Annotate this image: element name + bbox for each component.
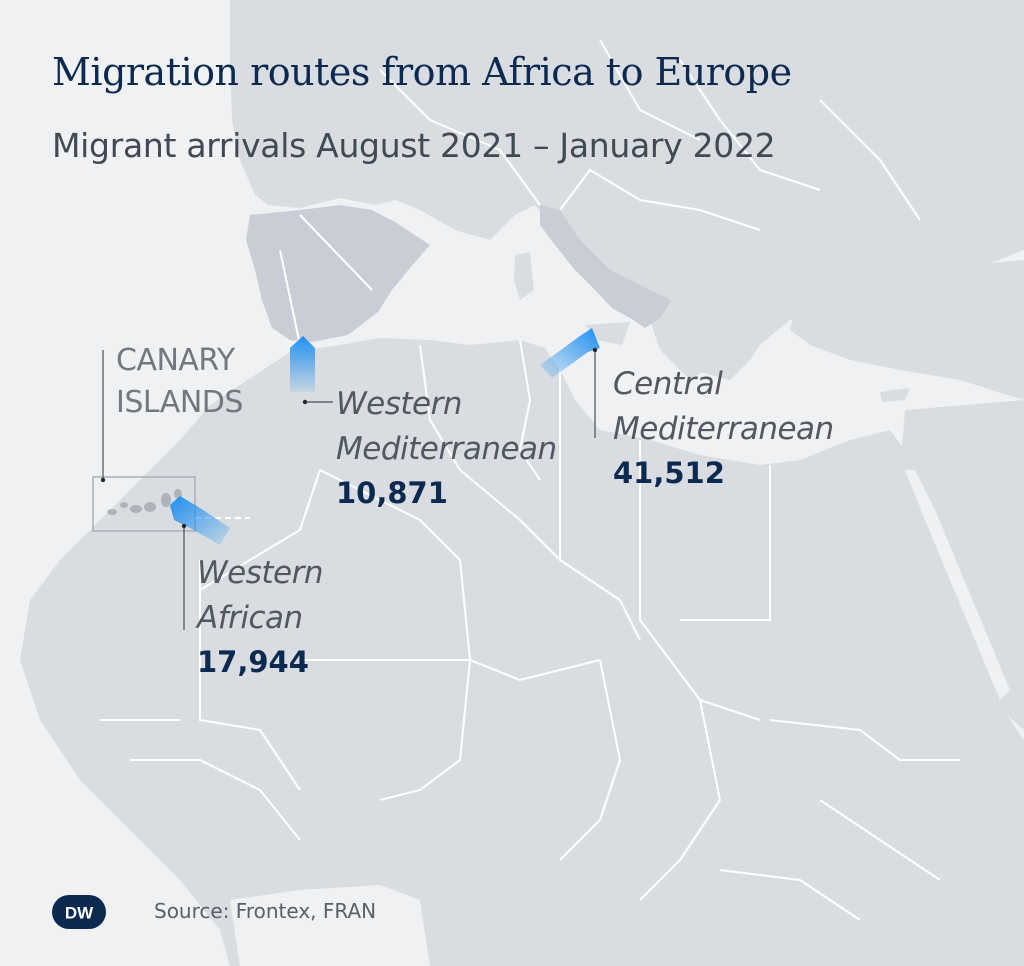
- central-mediterranean-route-arrow: [540, 328, 600, 378]
- turkey-land: [790, 260, 1024, 400]
- western-mediterranean-route-arrow: [290, 336, 315, 392]
- middle-east-land: [900, 400, 1024, 730]
- cyprus-land: [880, 388, 910, 402]
- source-note: Source: Frontex, FRAN: [154, 899, 377, 923]
- western-mediterranean-leader-dot: [302, 399, 308, 405]
- page-subtitle: Migrant arrivals August 2021 – January 2…: [52, 126, 776, 165]
- canary-islands-inset-box: [92, 476, 196, 532]
- canary-islands-label: CANARY ISLANDS: [116, 343, 243, 420]
- dw-logo-text: DW: [65, 904, 94, 923]
- balkans-land: [640, 230, 820, 380]
- central-mediterranean-leader-dot: [592, 347, 598, 353]
- dw-logo: DW: [52, 895, 106, 929]
- canary-label-leader-dot: [100, 477, 106, 483]
- western-mediterranean-route-label: Western Mediterranean: [336, 386, 557, 467]
- central-mediterranean-route-value: 41,512: [613, 456, 725, 490]
- western-african-route-value: 17,944: [197, 645, 309, 679]
- page-title: Migration routes from Africa to Europe: [52, 50, 792, 94]
- sardinia-land: [514, 252, 534, 300]
- italy-land: [540, 205, 672, 328]
- gulf-of-guinea: [230, 885, 430, 966]
- africa-land: [20, 338, 1024, 966]
- western-african-route-arrow: [170, 496, 230, 545]
- western-african-leader-dot: [181, 523, 187, 529]
- central-mediterranean-route-label: Central Mediterranean: [613, 366, 834, 447]
- western-mediterranean-route-value: 10,871: [336, 476, 448, 510]
- canary-islands-shapes: [107, 489, 182, 515]
- country-borders: [100, 39, 960, 921]
- iberia-land: [246, 205, 430, 342]
- western-african-route-label: Western African: [197, 555, 324, 636]
- red-sea: [905, 470, 1010, 700]
